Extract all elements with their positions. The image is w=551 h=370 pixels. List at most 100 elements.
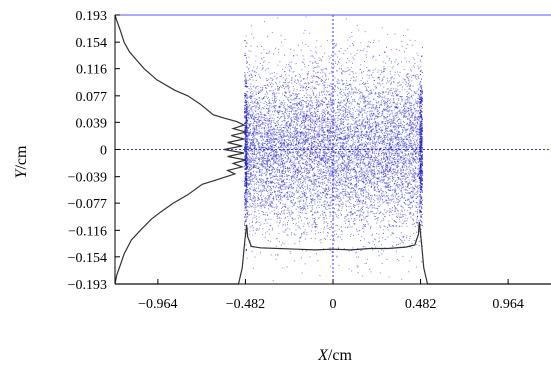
scatter-point — [372, 233, 373, 235]
scatter-point — [303, 136, 305, 138]
scatter-point — [352, 194, 354, 196]
scatter-point — [269, 188, 271, 190]
scatter-point — [384, 167, 386, 169]
scatter-point — [327, 160, 329, 162]
scatter-point — [293, 148, 295, 150]
scatter-point — [334, 136, 336, 138]
scatter-point — [258, 229, 260, 231]
scatter-point — [325, 75, 327, 77]
scatter-point — [387, 126, 389, 128]
scatter-point — [272, 90, 274, 92]
scatter-point — [386, 156, 388, 158]
scatter-point — [252, 267, 254, 269]
scatter-point — [329, 169, 331, 171]
scatter-point — [303, 188, 304, 189]
scatter-point — [271, 129, 273, 131]
scatter-point — [317, 63, 319, 64]
scatter-point — [327, 106, 329, 108]
scatter-point — [350, 91, 352, 93]
scatter-point — [280, 173, 282, 175]
scatter-point — [329, 114, 331, 116]
scatter-point — [395, 95, 397, 97]
scatter-point — [353, 135, 355, 137]
scatter-point — [337, 236, 339, 238]
scatter-point — [382, 165, 384, 167]
scatter-point — [349, 182, 351, 184]
scatter-point — [270, 90, 272, 92]
scatter-point — [360, 175, 362, 177]
scatter-point — [348, 97, 349, 99]
scatter-point — [349, 223, 351, 225]
scatter-point — [273, 147, 275, 149]
scatter-point — [383, 209, 385, 211]
scatter-point — [386, 185, 388, 187]
scatter-point — [314, 155, 316, 157]
scatter-point — [410, 146, 412, 148]
scatter-point — [352, 198, 354, 200]
scatter-point — [377, 140, 379, 142]
scatter-point — [326, 90, 328, 92]
scatter-point — [413, 193, 415, 195]
scatter-point — [404, 142, 406, 144]
scatter-point — [329, 227, 331, 229]
scatter-point — [411, 75, 413, 77]
scatter-point — [324, 134, 326, 136]
scatter-point — [315, 146, 317, 148]
scatter-point — [390, 138, 392, 140]
scatter-point — [305, 174, 307, 176]
scatter-point — [392, 214, 394, 216]
scatter-point — [310, 195, 311, 196]
scatter-point — [257, 132, 259, 133]
scatter-point — [249, 194, 251, 196]
scatter-point — [362, 154, 364, 156]
scatter-point — [417, 75, 419, 77]
scatter-point — [409, 84, 411, 86]
scatter-point — [271, 86, 273, 88]
scatter-point — [407, 94, 408, 95]
scatter-point — [325, 207, 327, 209]
scatter-point — [360, 211, 362, 213]
scatter-point — [364, 225, 366, 227]
scatter-point — [263, 184, 264, 186]
scatter-point — [324, 164, 326, 166]
scatter-point — [298, 155, 300, 157]
scatter-point — [348, 123, 350, 125]
scatter-point — [361, 180, 363, 182]
scatter-point — [263, 214, 265, 215]
scatter-point — [301, 233, 303, 235]
scatter-point — [315, 222, 317, 224]
scatter-point — [344, 116, 346, 118]
scatter-point — [322, 178, 324, 180]
scatter-point — [398, 162, 400, 164]
scatter-point — [301, 162, 303, 164]
scatter-point — [299, 237, 301, 239]
scatter-point — [323, 151, 325, 153]
scatter-point — [306, 128, 308, 130]
scatter-point — [405, 177, 407, 179]
scatter-point — [263, 188, 265, 190]
scatter-point — [401, 45, 403, 47]
scatter-point — [291, 211, 293, 213]
scatter-point — [360, 159, 362, 160]
scatter-point — [312, 81, 314, 83]
scatter-point — [327, 171, 329, 173]
scatter-point — [293, 90, 295, 92]
scatter-point — [380, 84, 382, 86]
scatter-point — [270, 173, 272, 175]
scatter-point — [342, 181, 344, 182]
scatter-point — [256, 167, 258, 169]
scatter-point — [407, 199, 409, 201]
scatter-point — [262, 165, 264, 166]
scatter-point — [380, 142, 382, 144]
scatter-point — [282, 173, 284, 174]
scatter-point — [347, 178, 348, 180]
scatter-point — [254, 203, 256, 205]
scatter-point — [318, 134, 320, 136]
scatter-point — [390, 160, 392, 162]
scatter-point — [415, 194, 417, 195]
scatter-point — [294, 146, 296, 148]
scatter-point — [357, 149, 359, 151]
scatter-point — [370, 123, 372, 125]
scatter-point — [253, 193, 255, 195]
scatter-point — [418, 98, 420, 100]
